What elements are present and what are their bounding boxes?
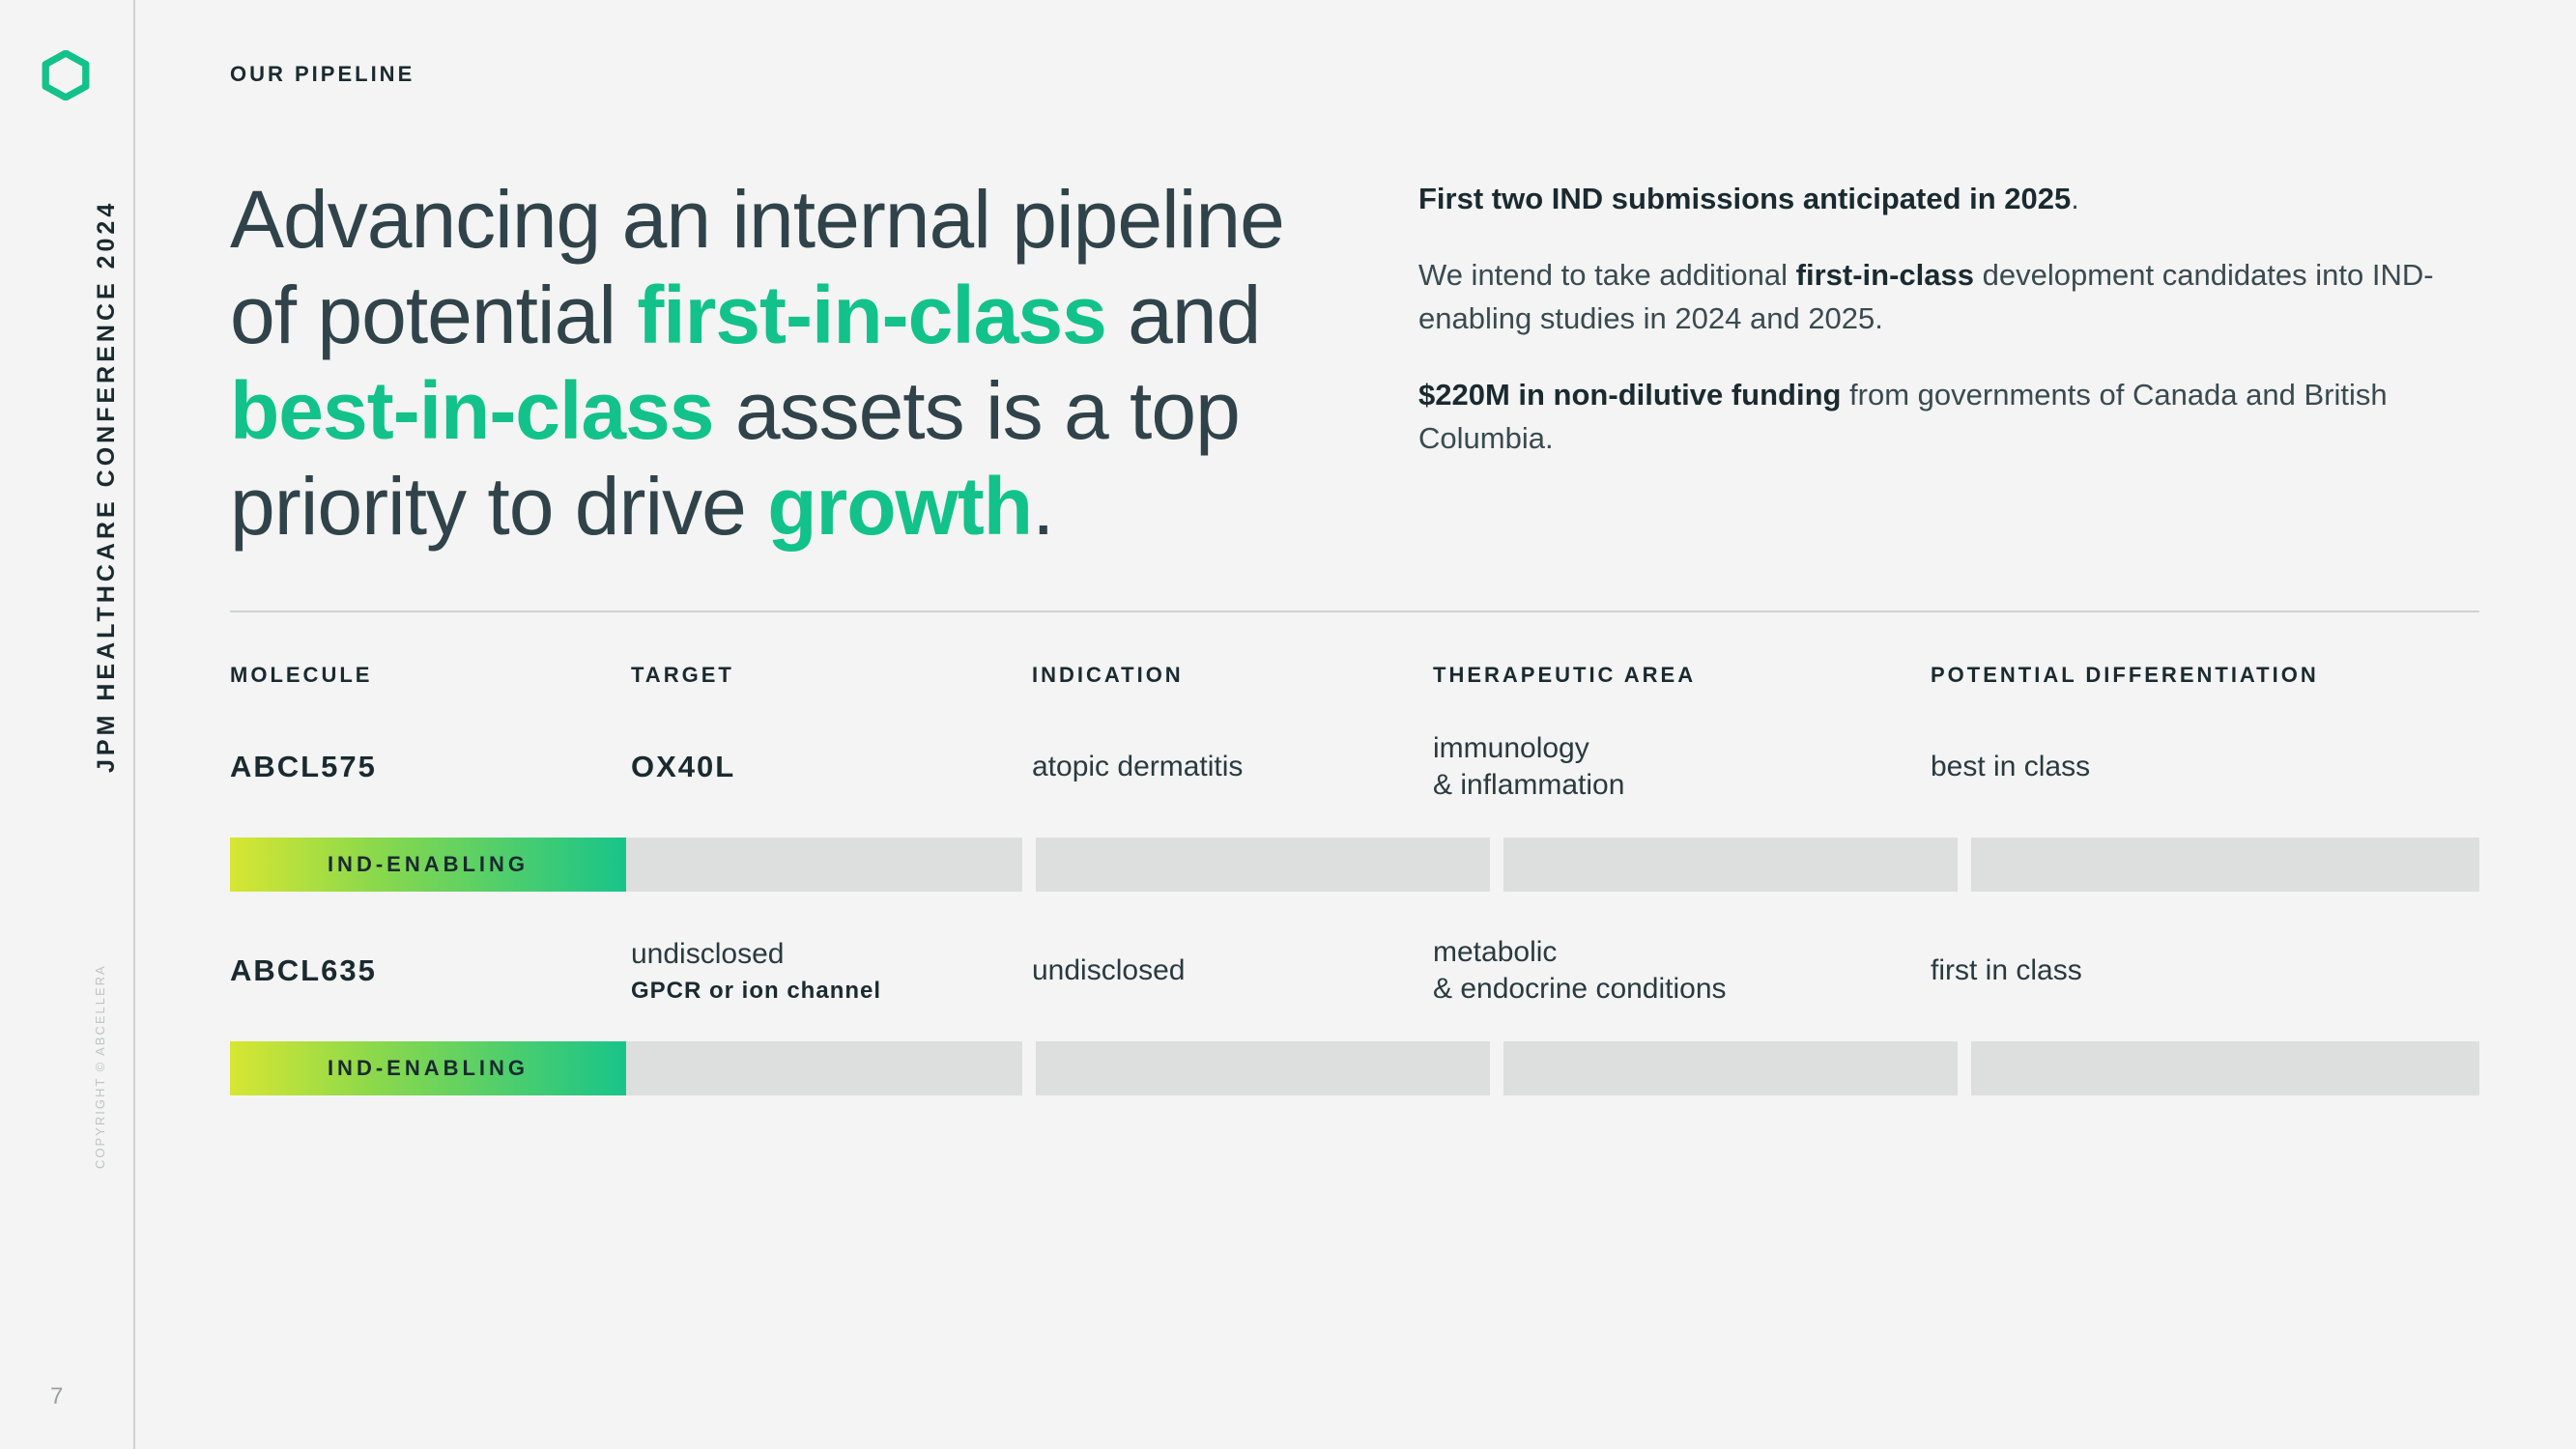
side-text: We intend to take additional (1418, 258, 1796, 292)
progress-segment-phase: IND-ENABLING (230, 1041, 1022, 1095)
progress-segment-empty (1036, 838, 1490, 892)
progress-segment-empty (1036, 1041, 1490, 1095)
progress-label: IND-ENABLING (230, 838, 626, 892)
cell-indication: undisclosed (1032, 952, 1433, 989)
headline-accent: best-in-class (230, 365, 714, 456)
cell-target: OX40L (631, 749, 1032, 786)
th-indication: INDICATION (1032, 663, 1433, 688)
cell-molecule: ABCL575 (230, 749, 631, 786)
progress-segment-empty (1971, 838, 2479, 892)
progress-segment-empty (1971, 1041, 2479, 1095)
table-row: ABCL575OX40Latopic dermatitisimmunology&… (230, 730, 2479, 803)
th-area: THERAPEUTIC AREA (1433, 663, 1931, 688)
cell-target: undisclosedGPCR or ion channel (631, 936, 1032, 1006)
cell-diff: first in class (1931, 952, 2479, 989)
copyright-label: COPYRIGHT © ABCELLERA (93, 964, 107, 1169)
hero-row: Advancing an internal pipeline of potent… (230, 172, 2479, 554)
headline-part: . (1032, 461, 1053, 552)
side-p2: We intend to take additional first-in-cl… (1418, 254, 2479, 341)
table-header: MOLECULE TARGET INDICATION THERAPEUTIC A… (230, 663, 2479, 688)
side-copy: First two IND submissions anticipated in… (1418, 172, 2479, 494)
headline-part: and (1106, 270, 1261, 360)
side-bold: $220M in non-dilutive funding (1418, 378, 1841, 412)
pipeline-table: MOLECULE TARGET INDICATION THERAPEUTIC A… (230, 663, 2479, 1095)
progress-label: IND-ENABLING (230, 1041, 626, 1095)
th-molecule: MOLECULE (230, 663, 631, 688)
logo-icon (41, 50, 91, 100)
conference-label: JPM HEALTHCARE CONFERENCE 2024 (93, 200, 121, 773)
th-target: TARGET (631, 663, 1032, 688)
side-bold: First two IND submissions anticipated in… (1418, 182, 2071, 215)
side-text: . (2071, 182, 2079, 215)
headline-accent: first-in-class (637, 270, 1106, 360)
progress-segment-phase: IND-ENABLING (230, 838, 1022, 892)
eyebrow: OUR PIPELINE (230, 62, 2479, 87)
progress-segment-empty (1503, 838, 1958, 892)
progress-segment-empty (1503, 1041, 1958, 1095)
progress-bar: IND-ENABLING (230, 1041, 2479, 1095)
cell-area: metabolic& endocrine conditions (1433, 934, 1931, 1007)
side-p1: First two IND submissions anticipated in… (1418, 178, 2479, 221)
left-rail: JPM HEALTHCARE CONFERENCE 2024 COPYRIGHT… (0, 0, 135, 1449)
divider (230, 611, 2479, 612)
cell-diff: best in class (1931, 749, 2479, 785)
side-bold: first-in-class (1796, 258, 1974, 292)
progress-bar: IND-ENABLING (230, 838, 2479, 892)
page-number: 7 (50, 1383, 63, 1410)
cell-area: immunology& inflammation (1433, 730, 1931, 803)
headline-accent: growth (767, 461, 1032, 552)
headline: Advancing an internal pipeline of potent… (230, 172, 1312, 554)
cell-molecule: ABCL635 (230, 952, 631, 990)
main-content: OUR PIPELINE Advancing an internal pipel… (230, 62, 2479, 1410)
table-row: ABCL635undisclosedGPCR or ion channelund… (230, 934, 2479, 1007)
th-diff: POTENTIAL DIFFERENTIATION (1931, 663, 2479, 688)
cell-indication: atopic dermatitis (1032, 749, 1433, 785)
side-p3: $220M in non-dilutive funding from gover… (1418, 374, 2479, 461)
